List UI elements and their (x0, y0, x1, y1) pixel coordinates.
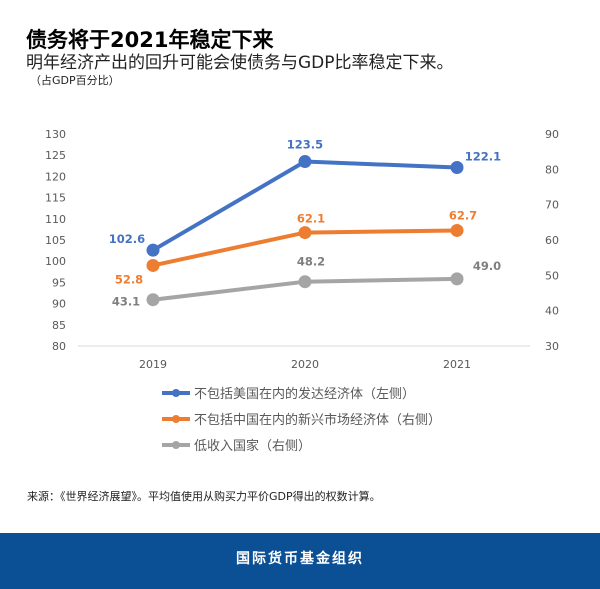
y-left-tick-label: 120 (45, 170, 66, 183)
data-point (298, 226, 312, 240)
y-left-tick-label: 115 (45, 192, 66, 205)
footer-banner: 国际货币基金组织 (0, 533, 600, 589)
data-point (146, 243, 160, 257)
y-right-tick-label: 50 (545, 269, 559, 282)
unit-label: （占GDP百分比） (30, 74, 120, 87)
line-chart: 80 85 90 95 100 105 110 115 120 125 130 30 40 50 60 70 8… (45, 128, 559, 454)
y-right-tick-label: 80 (545, 163, 559, 176)
data-label: 122.1 (465, 149, 501, 163)
data-label: 62.7 (449, 208, 477, 222)
x-tick-label: 2020 (291, 358, 319, 371)
data-point (146, 258, 160, 272)
y-left-tick-label: 110 (45, 213, 66, 226)
x-tick-label: 2021 (443, 358, 471, 371)
data-point (450, 160, 464, 174)
legend-label: 不包括美国在内的发达经济体（左侧） (194, 386, 415, 402)
legend-marker (172, 389, 180, 397)
chart-subtitle: 明年经济产出的回升可能会使债务与GDP比率稳定下来。 (26, 53, 454, 73)
source-note: 来源：《世界经济展望》。平均值使用从购买力平价GDP得出的权数计算。 (27, 490, 381, 503)
y-left-tick-label: 80 (52, 340, 66, 353)
y-right-tick-label: 90 (545, 128, 559, 141)
data-point (146, 293, 160, 307)
legend-marker (172, 415, 180, 423)
data-label: 123.5 (287, 138, 323, 152)
x-tick-label: 2019 (139, 358, 167, 371)
data-label: 43.1 (112, 295, 140, 309)
data-point (450, 272, 464, 286)
y-left-tick-label: 125 (45, 149, 66, 162)
y-right-tick-label: 30 (545, 340, 559, 353)
data-label: 49.0 (473, 259, 501, 273)
data-point (298, 155, 312, 169)
legend-label: 不包括中国在内的新兴市场经济体（右侧） (194, 412, 441, 428)
data-label: 102.6 (109, 232, 145, 246)
y-left-tick-label: 90 (52, 298, 66, 311)
legend-label: 低收入国家（右侧） (194, 438, 311, 454)
y-right-tick-label: 60 (545, 234, 559, 247)
y-right-tick-label: 70 (545, 199, 559, 212)
y-left-tick-label: 85 (52, 319, 66, 332)
y-left-tick-label: 130 (45, 128, 66, 141)
y-left-tick-label: 105 (45, 234, 66, 247)
y-right-tick-label: 40 (545, 305, 559, 318)
data-label: 48.2 (297, 255, 325, 269)
data-label: 62.1 (297, 212, 325, 226)
data-label: 52.8 (115, 272, 143, 286)
y-left-tick-label: 95 (52, 276, 66, 289)
data-point (298, 275, 312, 289)
chart-title: 债务将于2021年稳定下来 (26, 28, 274, 52)
y-left-tick-label: 100 (45, 255, 66, 268)
data-point (450, 223, 464, 237)
legend-marker (172, 441, 180, 449)
